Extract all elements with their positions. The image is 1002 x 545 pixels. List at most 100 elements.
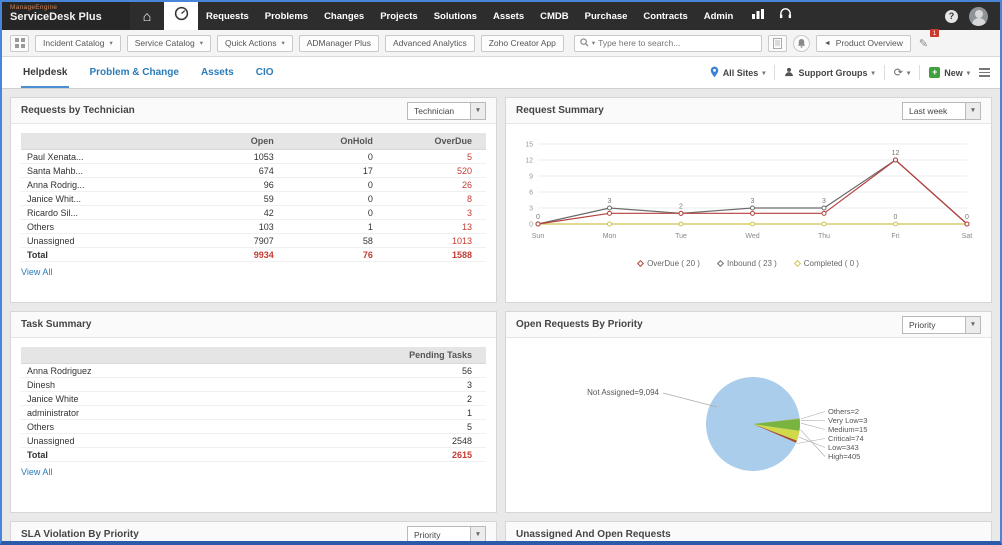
search-input[interactable] [598, 38, 756, 48]
chevron-down-icon: ▾ [591, 40, 596, 47]
help-icon[interactable]: ? [945, 9, 958, 23]
open-count: 7907 [253, 235, 274, 246]
priority-filter-select[interactable]: Priority ▼ [902, 315, 981, 334]
headset-icon[interactable] [779, 7, 792, 25]
svg-text:Sun: Sun [532, 233, 545, 240]
product-overview-button[interactable]: ◄ Product Overview [815, 34, 911, 52]
button-label: Incident Catalog [43, 38, 105, 48]
menu-icon[interactable] [979, 68, 990, 77]
nav-item-assets[interactable]: Assets [492, 10, 525, 22]
all-sites-dropdown[interactable]: All Sites ▾ [710, 66, 765, 80]
bell-icon[interactable] [792, 34, 810, 52]
grid-icon[interactable] [10, 34, 29, 52]
table-row: Santa Mahb... 674 17 520 [21, 164, 486, 178]
main-menu: Requests Problems Changes Projects Solutions… [198, 2, 741, 30]
nav-item-solutions[interactable]: Solutions [433, 10, 477, 22]
plus-icon: + [929, 67, 941, 78]
priority-filter-select[interactable]: Priority ▼ [407, 525, 486, 541]
toolbar-button-zoho-creator-app[interactable]: Zoho Creator App [480, 34, 564, 52]
nav-item-cmdb[interactable]: CMDB [540, 10, 569, 22]
toolbar-button-quick-actions[interactable]: Quick Actions ▾ [216, 34, 293, 52]
legend-item-inbound: Inbound ( 23 ) [716, 259, 777, 268]
pending-count: 1 [466, 407, 472, 418]
toolbar-button-advanced-analytics[interactable]: Advanced Analytics [385, 34, 475, 52]
home-icon[interactable]: ⌂ [142, 8, 152, 24]
button-label: Quick Actions [224, 38, 277, 48]
svg-text:Sat: Sat [962, 233, 973, 240]
table-row: Anna Rodrig... 96 0 26 [21, 178, 486, 192]
view-all-link[interactable]: View All [21, 267, 53, 277]
arrow-left-icon: ◄ [823, 39, 831, 47]
toolbar-button-service-catalog[interactable]: Service Catalog ▾ [126, 34, 211, 52]
user-avatar[interactable] [969, 6, 988, 26]
refresh-dropdown[interactable]: ⟳ ▾ [894, 66, 910, 79]
overdue-count: 8 [467, 193, 473, 204]
svg-text:3: 3 [822, 198, 826, 205]
total-label: Total [27, 449, 48, 460]
new-dropdown[interactable]: + New ▾ [929, 67, 970, 78]
request-summary-line-chart: 0 3 6 9 12 15 Sun Mon Tue Wed Thu Fri Sat 0 3 2 3 3 12 0 0 [514, 130, 983, 257]
nav-item-projects[interactable]: Projects [380, 10, 418, 22]
person-icon [784, 67, 794, 79]
technician-filter-select[interactable]: Technician ▼ [407, 101, 486, 120]
chevron-down-icon: ▾ [199, 40, 203, 47]
notification-badge: 1 [930, 29, 939, 37]
support-groups-dropdown[interactable]: Support Groups ▾ [784, 67, 875, 79]
location-pin-icon [710, 66, 719, 80]
period-filter-select[interactable]: Last week ▼ [902, 101, 981, 120]
tab-cio[interactable]: CIO [255, 67, 274, 78]
toolbar-button-admanager-plus[interactable]: ADManager Plus [298, 34, 380, 52]
nav-item-admin[interactable]: Admin [703, 10, 734, 22]
select-value: Technician [414, 105, 455, 116]
task-summary-panel: Task Summary Pending Tasks Anna Rodriguez… [10, 311, 497, 513]
nav-item-purchase[interactable]: Purchase [584, 10, 628, 22]
svg-text:Tue: Tue [675, 233, 687, 240]
unassigned-open-requests-panel: Unassigned And Open Requests [505, 521, 992, 541]
tab-helpdesk[interactable]: Helpdesk [12, 57, 78, 88]
onhold-count: 0 [367, 179, 373, 190]
svg-text:Very Low=3: Very Low=3 [828, 416, 867, 425]
brand-manageengine: ManageEngine [10, 4, 58, 11]
search-icon [580, 34, 589, 52]
feedback-pencil[interactable]: ✎ 1 [919, 29, 939, 52]
svg-text:Fri: Fri [891, 233, 900, 240]
dashboard-tabbar: Helpdesk Problem & Change Assets CIO All Si… [2, 57, 1000, 89]
nav-item-requests[interactable]: Requests [206, 10, 249, 22]
pending-count: 3 [466, 379, 472, 390]
open-count: 96 [263, 179, 274, 190]
nav-item-problems[interactable]: Problems [264, 10, 309, 22]
product-overview-label: Product Overview [835, 38, 903, 48]
nav-item-contracts[interactable]: Contracts [643, 10, 688, 22]
svg-text:3: 3 [608, 198, 612, 205]
view-all-link[interactable]: View All [21, 467, 53, 477]
svg-text:12: 12 [525, 158, 533, 165]
chevron-down-icon: ▼ [965, 102, 980, 119]
tab-problem-change[interactable]: Problem & Change [89, 67, 179, 78]
nav-item-changes[interactable]: Changes [324, 10, 365, 22]
table-row: Ricardo Sil... 42 0 3 [21, 206, 486, 220]
legend-label: Completed ( 0 ) [803, 259, 859, 268]
requests-by-technician-panel: Requests by Technician Technician ▼ Open… [10, 97, 497, 303]
overdue-count: 5 [467, 151, 473, 162]
technician-name: Santa Mahb... [27, 165, 84, 176]
svg-text:Others=2: Others=2 [828, 407, 859, 416]
technician-name: Anna Rodrig... [27, 179, 85, 190]
dashboard-tab[interactable] [164, 2, 198, 30]
tab-assets[interactable]: Assets [200, 67, 234, 78]
new-label: New [944, 67, 963, 78]
overdue-count: 1013 [451, 235, 473, 246]
dashboard-tabs: Helpdesk Problem & Change Assets CIO [12, 57, 285, 88]
toolbar-button-incident-catalog[interactable]: Incident Catalog ▾ [35, 34, 121, 52]
table-row: Paul Xenata... 1053 0 5 [21, 150, 486, 164]
document-icon[interactable] [767, 34, 787, 52]
table-row: Others 103 1 13 [21, 220, 486, 234]
total-onhold: 76 [362, 249, 373, 260]
global-search[interactable]: ▾ [573, 34, 762, 52]
pending-count: 56 [461, 365, 472, 376]
reports-icon[interactable] [751, 7, 765, 25]
button-label: Service Catalog [134, 38, 195, 48]
top-navigation: ManageEngine ServiceDesk Plus ⌂ Requests… [2, 2, 1000, 30]
technician-name: Paul Xenata... [27, 151, 84, 162]
select-value: Priority [414, 529, 441, 540]
